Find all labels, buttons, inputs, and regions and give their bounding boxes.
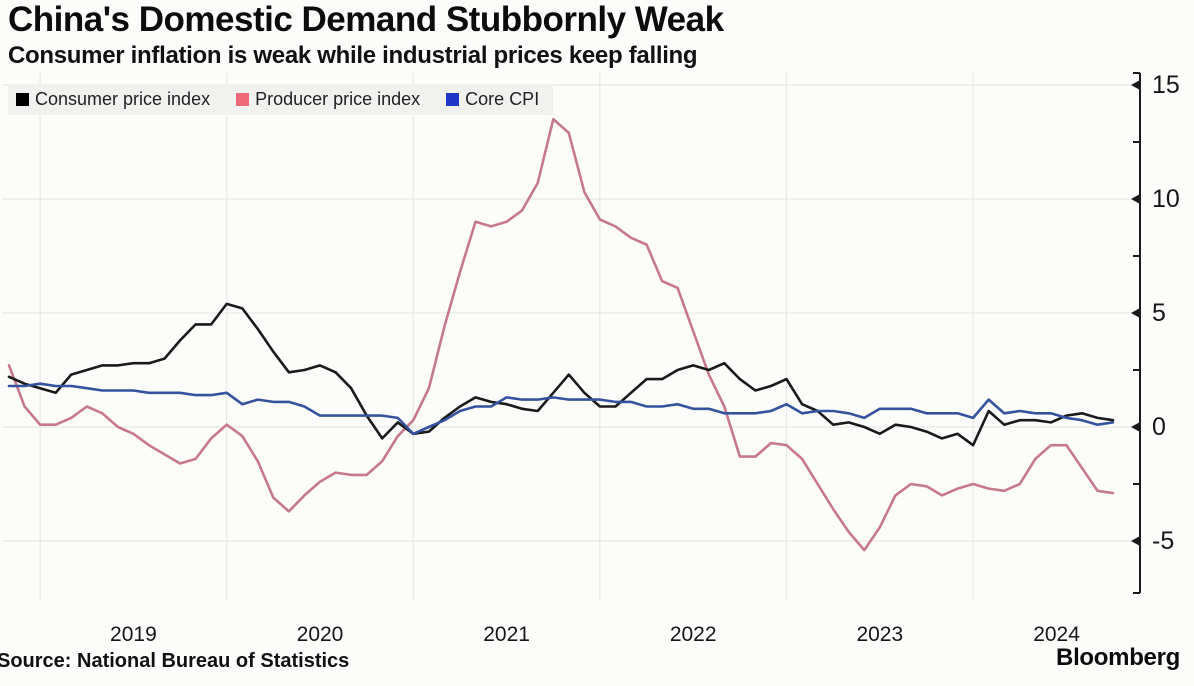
x-year-label: 2020 — [297, 623, 344, 646]
y-tick-label: 15 — [1152, 71, 1180, 99]
page-title: China's Domestic Demand Stubbornly Weak — [8, 0, 724, 39]
legend-item-consumer-price-index: Consumer price index — [16, 89, 210, 110]
x-year-label: 2024 — [1033, 623, 1080, 646]
producer-price-index-line — [7, 117, 1115, 552]
y-tick-label: 10 — [1152, 185, 1180, 213]
x-year-label: 2022 — [670, 623, 717, 646]
x-year-label: 2019 — [110, 623, 157, 646]
y-tick-label: 5 — [1152, 299, 1166, 327]
page-subtitle: Consumer inflation is weak while industr… — [8, 42, 698, 69]
bloomberg-logo: Bloomberg — [1056, 644, 1180, 671]
x-year-label: 2021 — [483, 623, 530, 646]
y-tick-label: 0 — [1152, 413, 1166, 441]
source-attribution: Source: National Bureau of Statistics — [0, 650, 350, 672]
y-tick-arrow — [1131, 422, 1140, 432]
chart-legend: Consumer price index Producer price inde… — [8, 84, 554, 115]
core-cpi-line — [7, 382, 1115, 436]
y-tick-arrow — [1131, 536, 1140, 546]
legend-swatch-icon — [16, 93, 29, 106]
y-tick-arrow — [1131, 308, 1140, 318]
y-tick-arrow — [1131, 194, 1140, 204]
legend-label: Consumer price index — [35, 89, 211, 109]
x-year-label: 2023 — [856, 623, 903, 646]
legend-swatch-icon — [446, 93, 460, 106]
y-tick-label: -5 — [1152, 527, 1174, 555]
legend-label: Producer price index — [255, 89, 421, 109]
y-tick-arrow — [1131, 80, 1140, 90]
legend-swatch-icon — [236, 93, 250, 106]
consumer-price-index-line — [7, 302, 1115, 447]
legend-item-producer-price-index: Producer price index — [236, 89, 420, 110]
legend-item-core-cpi: Core CPI — [446, 89, 539, 110]
legend-label: Core CPI — [465, 89, 540, 109]
